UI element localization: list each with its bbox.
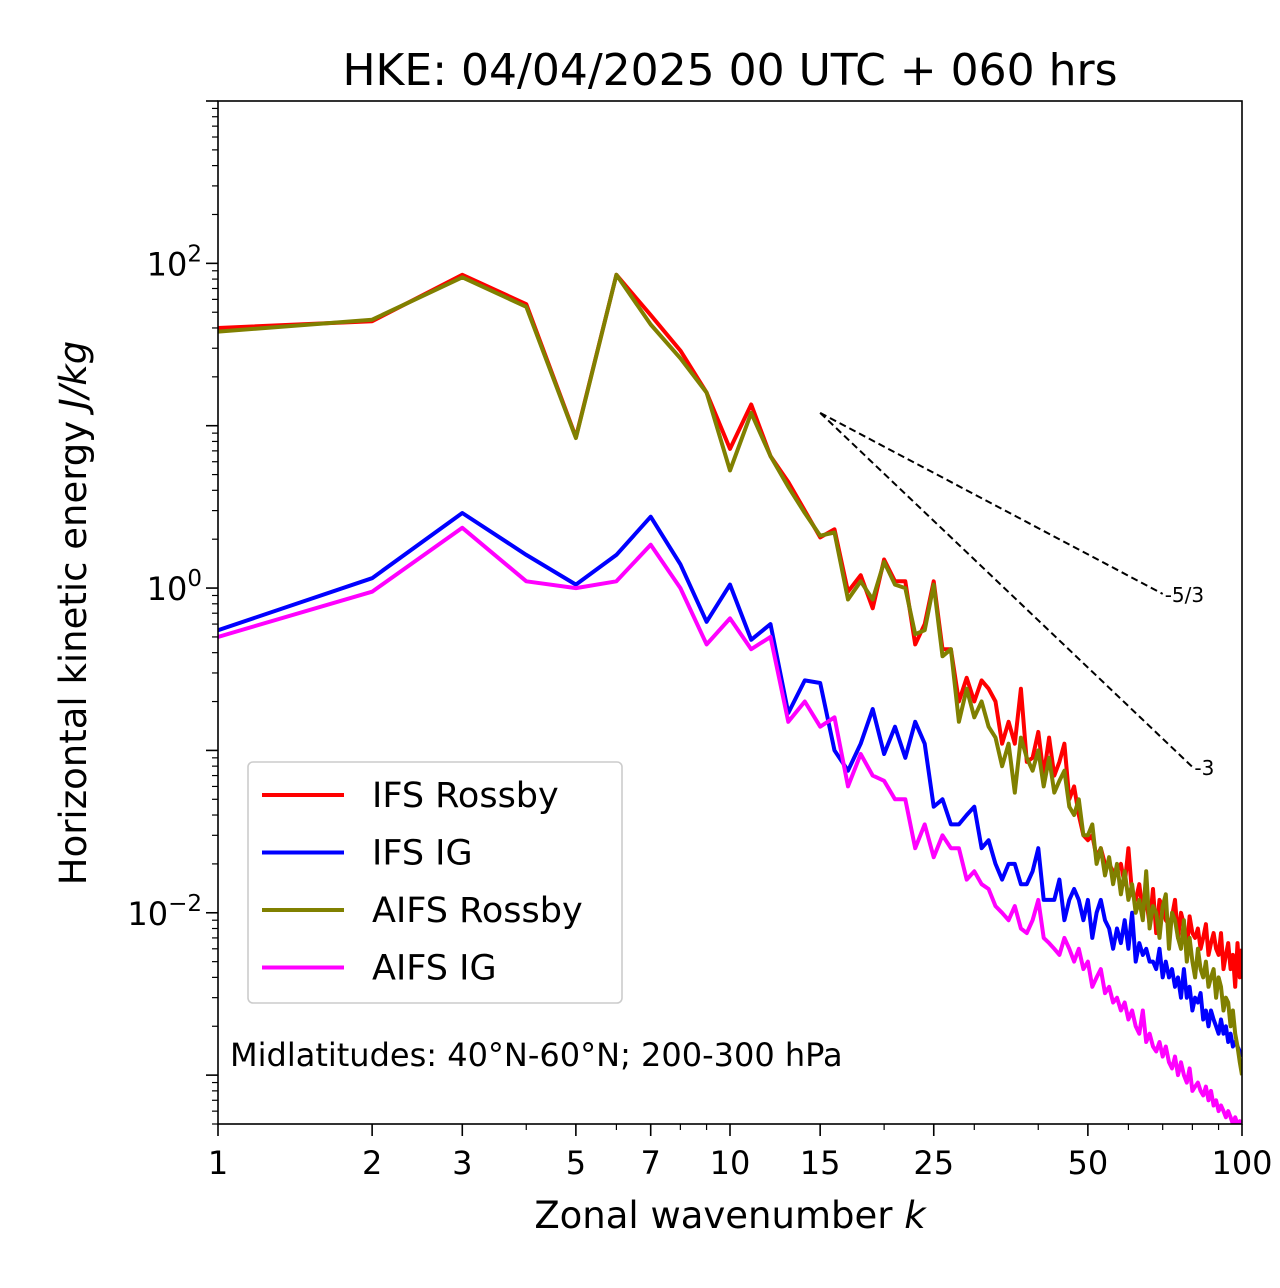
legend-label-aifs-ig: AIFS IG xyxy=(372,949,497,989)
series-line-aifs-ig xyxy=(218,525,1242,1124)
y-tick-label: 102 xyxy=(147,241,202,283)
x-tick-label-7: 7 xyxy=(641,1144,661,1182)
y-axis-label-unit: J/kg xyxy=(52,341,95,416)
x-axis-label: Zonal wavenumber k xyxy=(534,1194,927,1237)
y-tick-label: 100 xyxy=(147,566,202,608)
x-tick-label-50: 50 xyxy=(1068,1144,1109,1182)
x-tick-label-1: 1 xyxy=(208,1144,228,1182)
legend-label-ifs-ig: IFS IG xyxy=(372,834,473,874)
x-tick-label-5: 5 xyxy=(566,1144,586,1182)
reference-line-slope-3 xyxy=(819,412,1194,768)
x-axis-label-variable: k xyxy=(904,1194,927,1237)
y-axis-label: Horizontal kinetic energy J/kg xyxy=(52,341,95,885)
x-tick-label-2: 2 xyxy=(362,1144,382,1182)
legend-label-aifs-rossby: AIFS Rossby xyxy=(372,891,583,931)
x-tick-label-3: 3 xyxy=(452,1144,472,1182)
series-layer xyxy=(218,272,1242,1124)
reference-line-label-5-3: -5/3 xyxy=(1165,583,1204,607)
region-annotation: Midlatitudes: 40°N-60°N; 200-300 hPa xyxy=(230,1036,843,1074)
legend-frame xyxy=(247,761,623,1004)
x-tick-label-25: 25 xyxy=(913,1144,954,1182)
y-tick-label: 10−2 xyxy=(127,891,202,933)
reference-slope-lines: -5/3 -3 xyxy=(819,411,1214,780)
reference-line-label-3: -3 xyxy=(1194,756,1214,780)
series-line-ifs-ig xyxy=(218,511,1242,1058)
x-tick-label-100: 100 xyxy=(1211,1144,1272,1182)
axis-ticks: 1 2 3 5 7 10 15 25 50 100 102 100 10−2 xyxy=(127,100,1273,1182)
legend: IFS Rossby IFS IG AIFS Rossby AIFS IG xyxy=(247,761,623,1004)
legend-label-ifs-rossby: IFS Rossby xyxy=(372,776,559,816)
series-line-aifs-rossby xyxy=(218,272,1242,1076)
reference-line-slope-5-3 xyxy=(819,411,1164,595)
x-tick-label-15: 15 xyxy=(800,1144,841,1182)
chart-title: HKE: 04/04/2025 00 UTC + 060 hrs xyxy=(342,45,1117,96)
x-tick-label-10: 10 xyxy=(710,1144,751,1182)
series-line-ifs-rossby xyxy=(218,272,1242,989)
